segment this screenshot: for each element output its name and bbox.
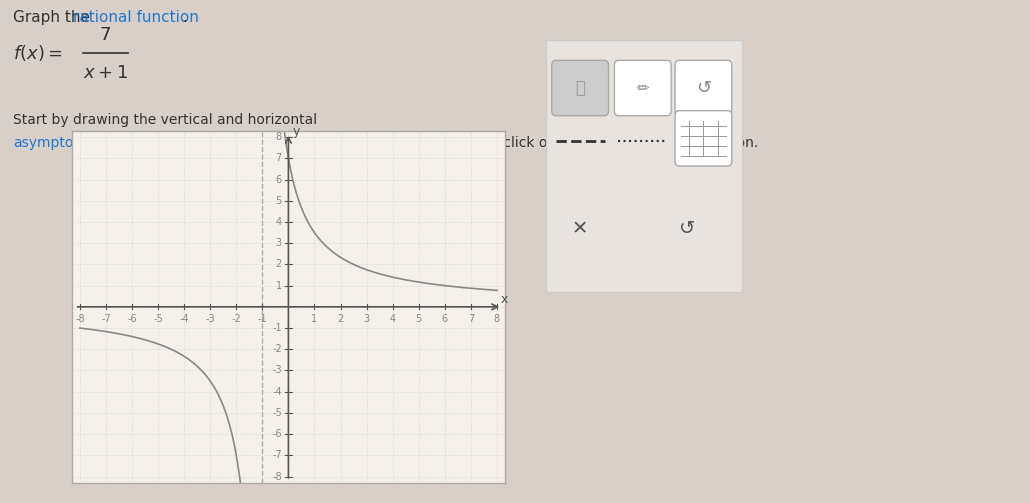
Text: ✏: ✏ <box>637 80 649 96</box>
Text: 7: 7 <box>468 314 474 324</box>
Text: -3: -3 <box>205 314 215 324</box>
Text: -2: -2 <box>232 314 241 324</box>
Text: -8: -8 <box>75 314 84 324</box>
Text: 2: 2 <box>338 314 344 324</box>
Text: $x+1$: $x+1$ <box>82 64 128 82</box>
Text: ↺: ↺ <box>696 79 711 97</box>
Text: ↺: ↺ <box>679 219 695 238</box>
Text: ✕: ✕ <box>572 219 588 238</box>
Text: -5: -5 <box>153 314 163 324</box>
Text: 7: 7 <box>100 26 111 44</box>
Text: Start by drawing the vertical and horizontal: Start by drawing the vertical and horizo… <box>12 113 321 127</box>
Text: 5: 5 <box>276 196 282 206</box>
Text: 5: 5 <box>415 314 422 324</box>
FancyBboxPatch shape <box>552 60 609 116</box>
Text: -8: -8 <box>272 471 282 481</box>
Text: 3: 3 <box>276 238 282 248</box>
Text: 1: 1 <box>276 281 282 291</box>
Text: 1: 1 <box>311 314 317 324</box>
Text: 4: 4 <box>276 217 282 227</box>
Text: -6: -6 <box>272 429 282 439</box>
Text: asymptotes: asymptotes <box>12 136 95 150</box>
Text: $f(x)=$: $f(x)=$ <box>12 43 63 63</box>
Text: -7: -7 <box>101 314 111 324</box>
Text: 2: 2 <box>276 260 282 270</box>
FancyBboxPatch shape <box>675 60 731 116</box>
Text: -2: -2 <box>272 344 282 354</box>
Text: -4: -4 <box>272 387 282 397</box>
Text: 3: 3 <box>364 314 370 324</box>
Text: 8: 8 <box>276 132 282 142</box>
Text: 7: 7 <box>276 153 282 163</box>
Text: -7: -7 <box>272 450 282 460</box>
Text: 8: 8 <box>493 314 500 324</box>
Text: -1: -1 <box>272 323 282 333</box>
Text: rational function: rational function <box>73 10 200 25</box>
FancyBboxPatch shape <box>675 111 731 166</box>
FancyBboxPatch shape <box>614 60 672 116</box>
Text: -5: -5 <box>272 408 282 418</box>
Text: .: . <box>182 10 186 25</box>
Text: 6: 6 <box>442 314 448 324</box>
Text: 6: 6 <box>276 175 282 185</box>
Text: -1: -1 <box>258 314 267 324</box>
Text: x: x <box>501 293 509 306</box>
Text: -4: -4 <box>179 314 188 324</box>
Text: ⬜: ⬜ <box>575 79 585 97</box>
Text: -3: -3 <box>272 366 282 375</box>
Text: -6: -6 <box>128 314 137 324</box>
Text: . Then plot two points on each piece of the graph. Finally, click on the graph-a: . Then plot two points on each piece of … <box>99 136 758 150</box>
Text: 4: 4 <box>389 314 396 324</box>
Text: Graph the: Graph the <box>12 10 95 25</box>
Text: y: y <box>293 125 300 138</box>
